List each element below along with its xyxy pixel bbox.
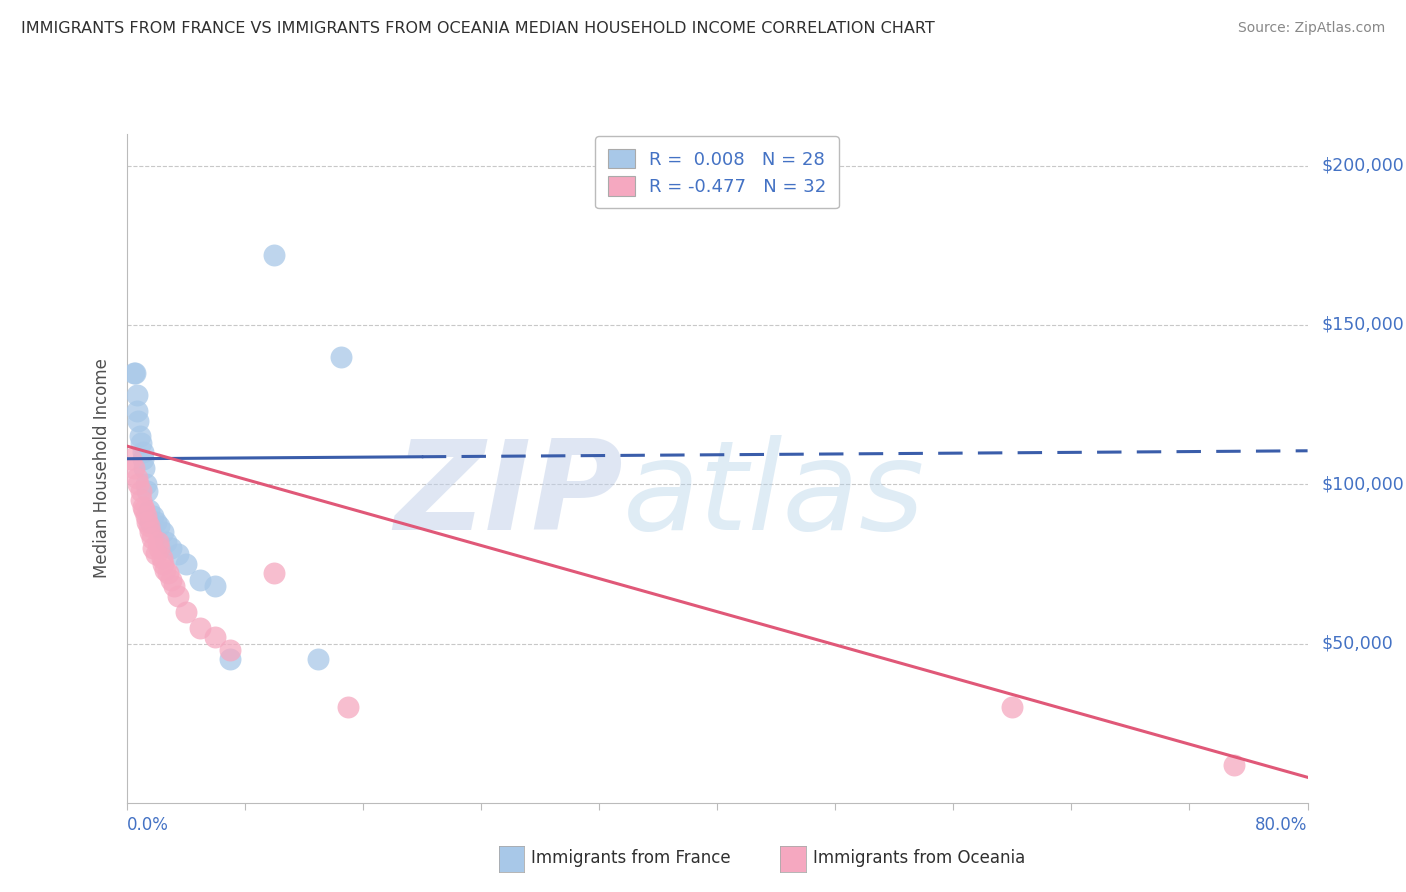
Text: $100,000: $100,000 bbox=[1322, 475, 1405, 493]
Point bbox=[136, 483, 159, 498]
Point bbox=[156, 566, 179, 581]
Point bbox=[160, 541, 183, 555]
Point bbox=[132, 451, 155, 466]
Point bbox=[167, 589, 190, 603]
Text: 80.0%: 80.0% bbox=[1256, 816, 1308, 834]
Point bbox=[263, 248, 285, 262]
Point bbox=[129, 493, 153, 508]
Y-axis label: Median Household Income: Median Household Income bbox=[93, 359, 111, 578]
Point bbox=[134, 502, 156, 516]
Point bbox=[263, 566, 285, 581]
Text: Immigrants from Oceania: Immigrants from Oceania bbox=[813, 849, 1025, 867]
Text: $150,000: $150,000 bbox=[1322, 316, 1405, 334]
Point bbox=[329, 350, 352, 364]
Text: $200,000: $200,000 bbox=[1322, 157, 1405, 175]
Point bbox=[146, 534, 169, 549]
Point bbox=[122, 366, 145, 380]
Point bbox=[204, 579, 226, 593]
Text: Immigrants from France: Immigrants from France bbox=[531, 849, 731, 867]
Point bbox=[1001, 700, 1024, 714]
Point bbox=[136, 516, 159, 530]
Point bbox=[167, 547, 190, 561]
Point bbox=[163, 579, 186, 593]
Point bbox=[160, 573, 183, 587]
Text: atlas: atlas bbox=[623, 434, 925, 556]
Point bbox=[132, 500, 155, 514]
Point bbox=[122, 461, 145, 475]
Point bbox=[218, 652, 242, 666]
Point bbox=[127, 477, 149, 491]
Point bbox=[139, 524, 162, 539]
Point bbox=[148, 518, 170, 533]
Point bbox=[141, 532, 163, 546]
Point bbox=[127, 413, 149, 427]
Point bbox=[125, 388, 148, 402]
Point bbox=[125, 471, 148, 485]
Legend: R =  0.008   N = 28, R = -0.477   N = 32: R = 0.008 N = 28, R = -0.477 N = 32 bbox=[595, 136, 839, 209]
Point bbox=[138, 518, 160, 533]
Point bbox=[120, 451, 142, 466]
Point bbox=[124, 366, 146, 380]
Point bbox=[139, 516, 162, 530]
Point bbox=[135, 509, 157, 524]
Point bbox=[148, 541, 170, 555]
Text: 0.0%: 0.0% bbox=[127, 816, 169, 834]
Point bbox=[153, 563, 176, 577]
Point bbox=[174, 557, 197, 571]
Point bbox=[152, 557, 174, 571]
Point bbox=[135, 477, 157, 491]
Point bbox=[337, 700, 360, 714]
Text: IMMIGRANTS FROM FRANCE VS IMMIGRANTS FROM OCEANIA MEDIAN HOUSEHOLD INCOME CORREL: IMMIGRANTS FROM FRANCE VS IMMIGRANTS FRO… bbox=[21, 21, 935, 37]
Text: Source: ZipAtlas.com: Source: ZipAtlas.com bbox=[1237, 21, 1385, 36]
Point bbox=[1222, 757, 1246, 772]
Point bbox=[152, 524, 174, 539]
Point bbox=[129, 435, 153, 450]
Point bbox=[132, 445, 155, 459]
Point bbox=[138, 502, 160, 516]
Point bbox=[174, 605, 197, 619]
Point bbox=[134, 461, 156, 475]
Point bbox=[307, 652, 329, 666]
Text: ZIP: ZIP bbox=[394, 434, 623, 556]
Point bbox=[129, 483, 153, 498]
Point bbox=[155, 534, 177, 549]
Point bbox=[204, 630, 226, 644]
Point bbox=[150, 550, 173, 565]
Point bbox=[128, 429, 150, 443]
Point bbox=[188, 621, 211, 635]
Point bbox=[145, 547, 167, 561]
Point bbox=[145, 516, 167, 530]
Text: $50,000: $50,000 bbox=[1322, 634, 1393, 653]
Point bbox=[188, 573, 211, 587]
Point bbox=[142, 541, 165, 555]
Point bbox=[125, 404, 148, 418]
Point bbox=[142, 509, 165, 524]
Point bbox=[218, 643, 242, 657]
